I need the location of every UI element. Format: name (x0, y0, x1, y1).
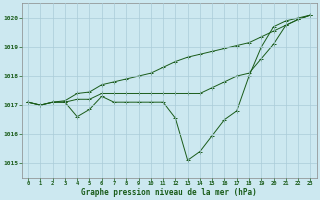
X-axis label: Graphe pression niveau de la mer (hPa): Graphe pression niveau de la mer (hPa) (81, 188, 257, 197)
